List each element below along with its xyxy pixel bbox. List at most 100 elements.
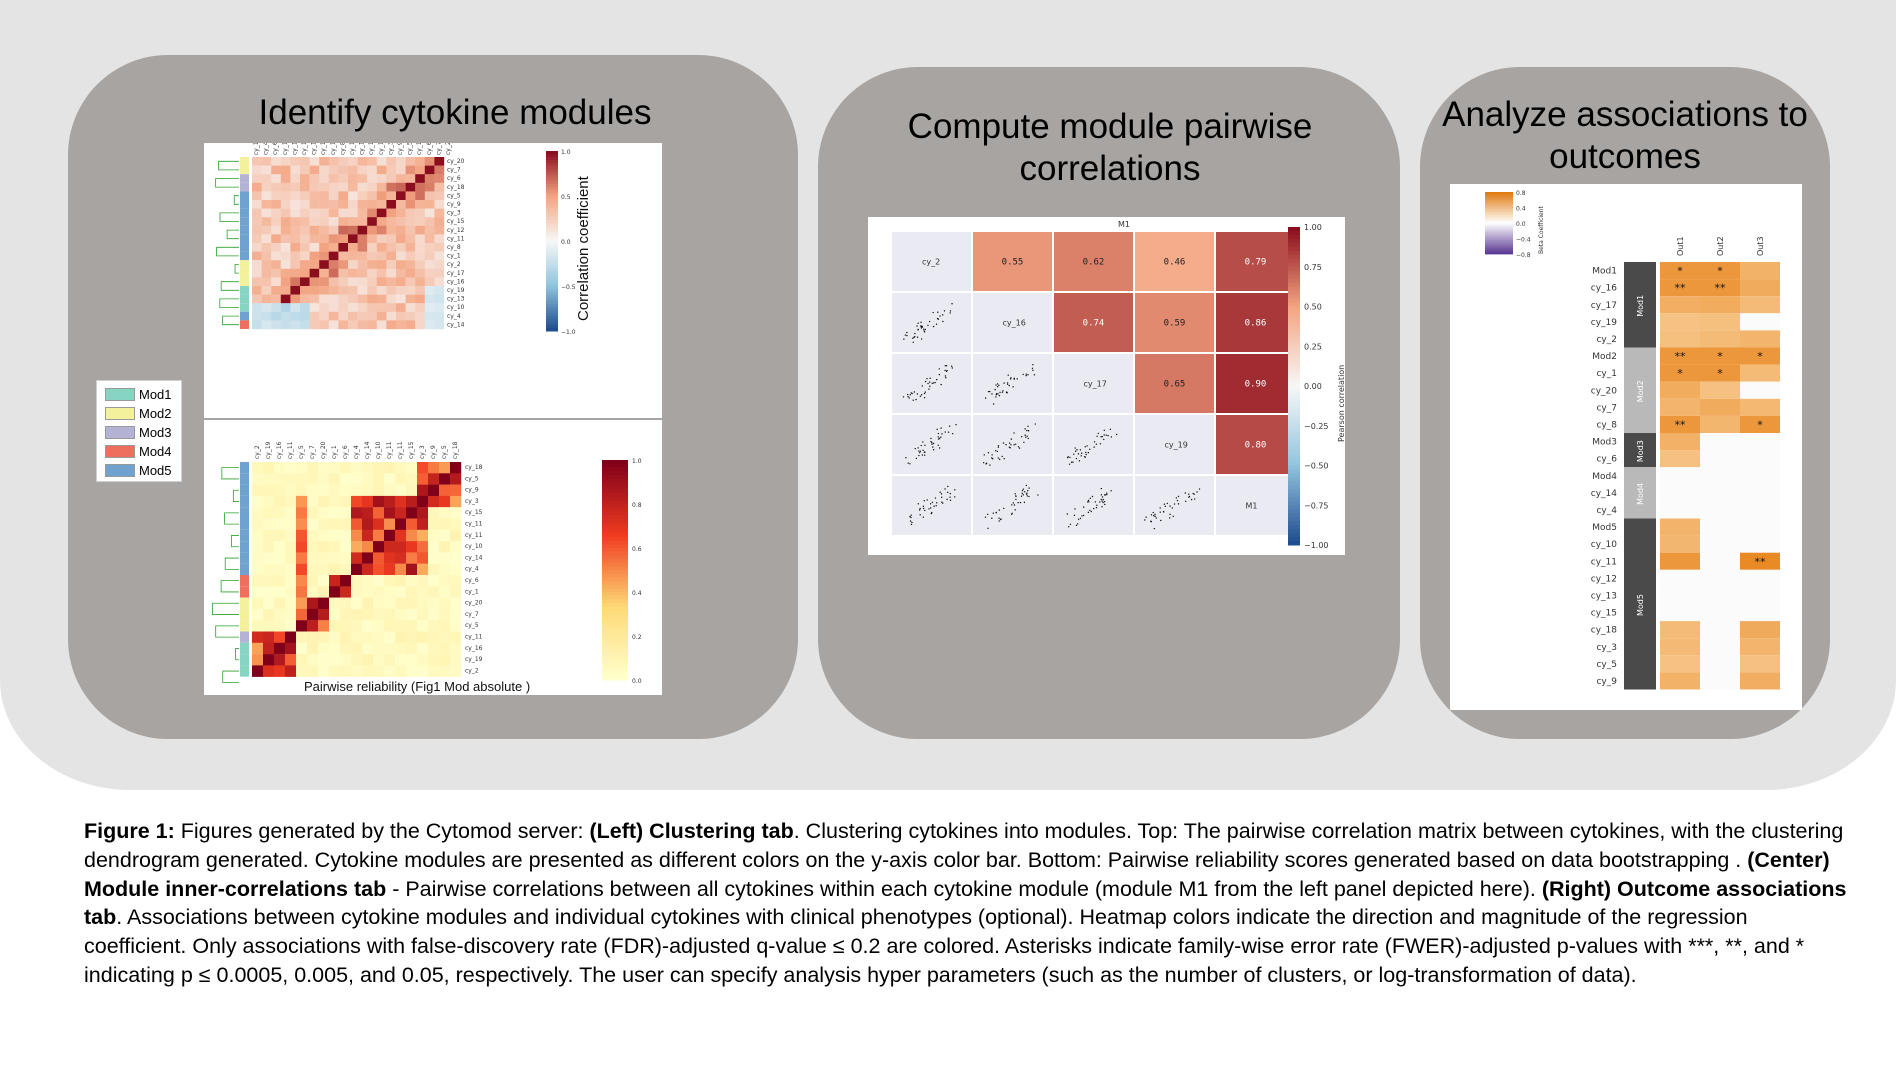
colorbar-segment [546, 151, 558, 155]
heatmap-cell [300, 157, 310, 166]
scatter-point [1154, 515, 1156, 518]
colorbar-segment [546, 184, 558, 188]
scatter-point [1006, 382, 1009, 384]
colorbar-segment [546, 226, 558, 230]
row-label: cy_4 [447, 313, 461, 320]
colorbar-segment [1288, 330, 1300, 335]
heatmap-cell [395, 597, 407, 610]
heatmap-cell [319, 165, 329, 175]
heatmap-cell [271, 303, 281, 312]
heatmap-cell [434, 268, 445, 278]
heatmap-cell [271, 217, 281, 226]
heatmap-cell [261, 311, 272, 321]
module-color-bar-cell [240, 484, 249, 496]
scatter-point [924, 380, 927, 383]
heatmap-cell [406, 541, 418, 553]
colorbar-tick: 0.75 [1304, 263, 1322, 272]
heatmap-cell [263, 529, 275, 542]
heatmap-cell [367, 311, 377, 321]
heatmap-cell [261, 225, 272, 235]
colorbar-segment [1485, 229, 1513, 232]
heatmap-cell [373, 462, 385, 474]
colorbar-tick: 0.50 [1304, 303, 1322, 312]
heatmap-cell [307, 552, 319, 564]
row-label: cy_9 [1596, 677, 1617, 687]
colorbar-segment [546, 259, 558, 263]
heatmap-cell [329, 631, 341, 643]
colorbar-segment [1288, 485, 1300, 490]
heatmap-cell [261, 174, 272, 183]
heatmap-cell [434, 234, 445, 244]
heatmap-cell [376, 294, 387, 304]
colorbar-tick: 0.2 [632, 634, 642, 641]
heatmap-cell [415, 311, 425, 321]
heatmap-cell [285, 473, 297, 485]
heatmap-cell [340, 563, 352, 576]
colorbar-segment [1485, 252, 1513, 255]
row-label: cy_5 [447, 192, 461, 199]
scatter-point [929, 377, 931, 379]
heatmap-cell [406, 575, 418, 587]
heatmap-cell [348, 191, 358, 201]
colorbar-segment [1288, 366, 1300, 371]
colorbar-segment [546, 322, 558, 326]
colorbar-segment [1485, 230, 1513, 233]
colorbar-segment [1485, 207, 1513, 210]
scatter-point [955, 423, 957, 426]
scatter-point [1144, 519, 1146, 521]
heatmap-cell [386, 191, 397, 201]
heatmap-cell [428, 642, 440, 655]
heatmap-cell [274, 518, 286, 530]
heatmap-cell [357, 286, 368, 295]
heatmap-cell [285, 631, 297, 643]
heatmap-cell [362, 642, 374, 655]
heatmap-cell [340, 586, 352, 598]
association-cell [1700, 621, 1740, 639]
heatmap-cell [319, 182, 329, 192]
scatter-point [938, 373, 941, 376]
column-label: cy_11 [386, 441, 393, 459]
column-label: cy_5 [441, 445, 448, 459]
heatmap-cell [351, 642, 363, 655]
row-label: cy_3 [447, 210, 461, 217]
colorbar-segment [1288, 254, 1300, 260]
colorbar-segment [602, 511, 628, 516]
scatter-point [1188, 495, 1191, 498]
heatmap-cell [309, 182, 320, 192]
heatmap-cell [328, 208, 339, 218]
association-cell [1740, 381, 1780, 399]
heatmap-cell [351, 507, 363, 519]
row-label: cy_7 [465, 611, 479, 618]
heatmap-cell [290, 191, 301, 201]
colorbar-segment [546, 328, 558, 332]
row-label: cy_8 [1596, 420, 1617, 430]
heatmap-cell [318, 665, 330, 677]
colorbar-segment [546, 283, 558, 287]
column-label: cy_19 [265, 441, 272, 459]
scatter-point [1027, 374, 1029, 376]
module-group-bar [1624, 433, 1656, 468]
scatter-point [1027, 437, 1029, 440]
heatmap-cell [428, 563, 440, 576]
association-cell [1660, 450, 1700, 468]
module-color-bar-cell [240, 294, 249, 304]
colorbar-segment [546, 250, 558, 254]
scatter-point [1015, 495, 1017, 497]
colorbar-segment [546, 154, 558, 158]
heatmap-cell [340, 631, 352, 643]
correlation-cell [1135, 232, 1214, 291]
scatter-point [935, 504, 937, 507]
heatmap-cell [329, 597, 341, 610]
heatmap-cell [450, 665, 462, 677]
colorbar-tick: 0.8 [632, 502, 642, 509]
heatmap-cell [252, 251, 262, 261]
heatmap-cell [261, 234, 272, 244]
heatmap-cell [424, 191, 435, 201]
heatmap-cell [338, 182, 349, 192]
heatmap-cell [319, 286, 329, 295]
module-color-bar-cell [240, 575, 249, 587]
heatmap-cell [285, 541, 297, 553]
heatmap-cell [362, 541, 374, 553]
heatmap-cell [300, 200, 310, 209]
colorbar-segment [1288, 227, 1300, 232]
